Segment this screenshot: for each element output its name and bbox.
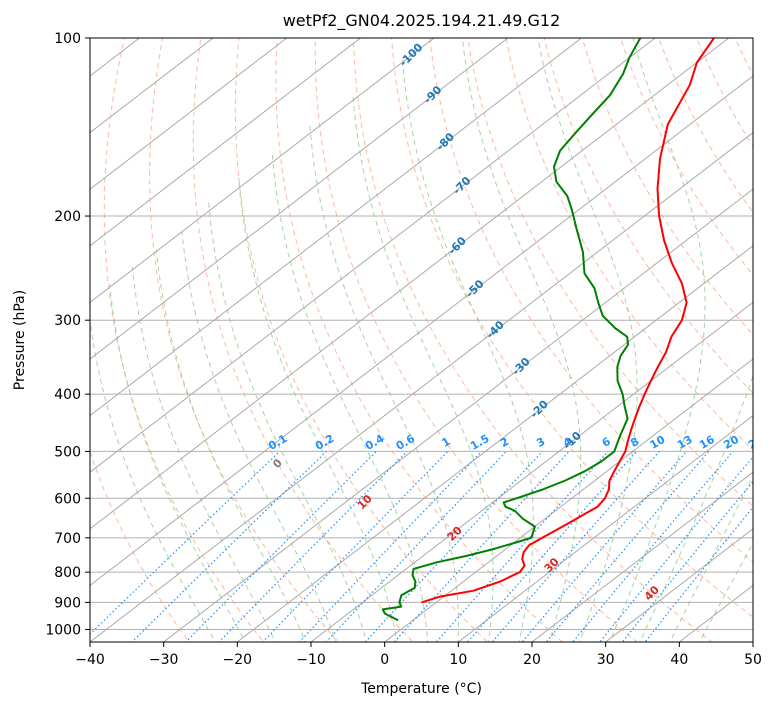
x-tick-label: 20	[523, 652, 541, 668]
y-tick-label: 700	[54, 531, 81, 547]
y-tick-label: 800	[54, 565, 81, 581]
y-tick-label: 100	[54, 31, 81, 47]
x-tick-label: 30	[597, 652, 615, 668]
x-axis-label: Temperature (°C)	[360, 681, 482, 697]
x-tick-label: −40	[75, 652, 105, 668]
x-tick-label: 50	[744, 652, 762, 668]
x-tick-label: 10	[449, 652, 467, 668]
chart-title: wetPf2_GN04.2025.194.21.49.G12	[283, 11, 561, 31]
x-tick-label: −30	[149, 652, 179, 668]
y-tick-label: 500	[54, 444, 81, 460]
y-tick-label: 900	[54, 595, 81, 611]
x-tick-label: −10	[296, 652, 326, 668]
y-axis-label: Pressure (hPa)	[12, 290, 28, 390]
x-tick-label: 0	[380, 652, 389, 668]
y-tick-label: 600	[54, 491, 81, 507]
y-tick-label: 200	[54, 209, 81, 225]
y-tick-label: 300	[54, 313, 81, 329]
x-tick-label: 40	[670, 652, 688, 668]
y-tick-label: 1000	[45, 622, 81, 638]
x-tick-label: −20	[223, 652, 253, 668]
y-tick-label: 400	[54, 387, 81, 403]
